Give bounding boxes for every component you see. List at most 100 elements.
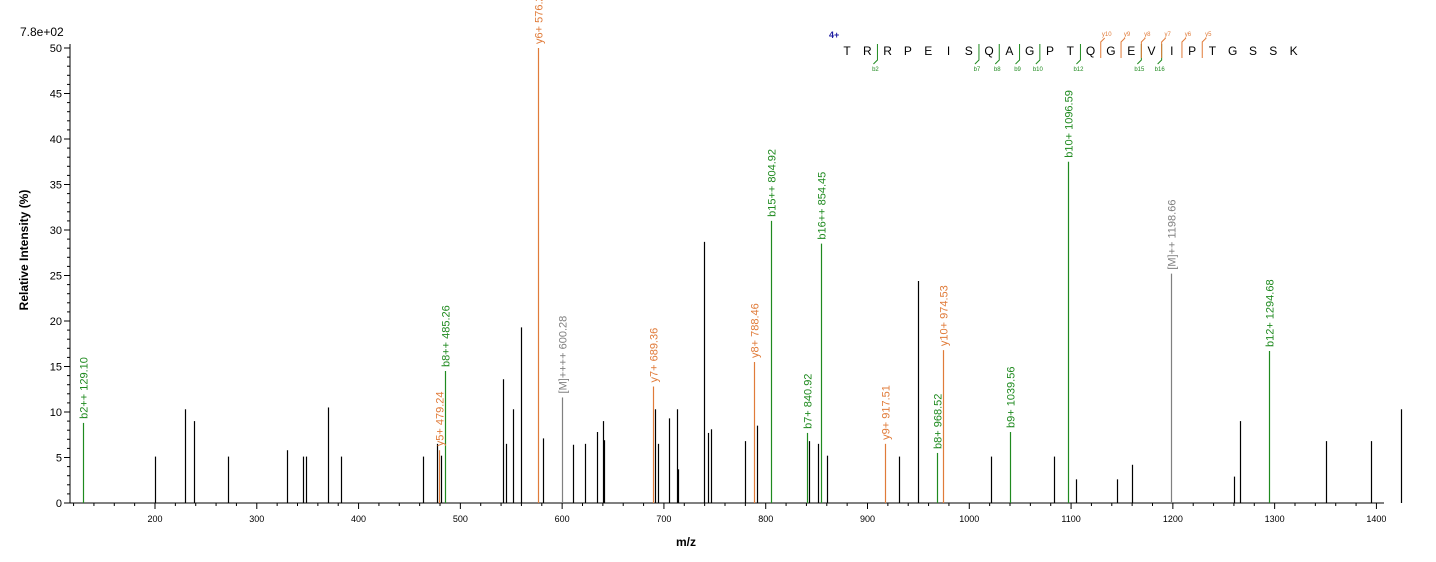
x-axis-label: m/z (676, 535, 696, 549)
y-peak-label: y5+ 479.24 (435, 391, 447, 446)
residue: K (1290, 44, 1298, 58)
M-peak-label: [M]++ 1198.66 (1167, 200, 1179, 270)
y-tick-label: 50 (50, 43, 62, 55)
b-ion-label: b9 (1014, 67, 1021, 73)
peaks (82, 48, 1403, 503)
y-ion-bracket (1140, 37, 1146, 58)
residue: E (924, 44, 932, 58)
residue: T (1067, 44, 1075, 58)
residue: P (1046, 44, 1054, 58)
y-ion-bracket (1120, 37, 1126, 58)
b-ion-label: b12 (1073, 67, 1084, 73)
residue: S (1269, 44, 1277, 58)
x-tick-label: 800 (758, 514, 773, 524)
b-peak-label: b12+ 1294.68 (1265, 279, 1277, 347)
y-ion-bracket (1161, 37, 1167, 58)
residue: R (863, 44, 872, 58)
residue: A (1005, 44, 1013, 58)
y-peak-label: y10+ 974.53 (939, 285, 951, 346)
x-tick-label: 600 (555, 514, 570, 524)
residue: G (1025, 44, 1034, 58)
b-ion-bracket (1157, 44, 1163, 65)
x-tick-label: 1200 (1163, 514, 1183, 524)
x-tick-label: 900 (860, 514, 875, 524)
b-ion-label: b15 (1134, 67, 1145, 73)
b-ion-label: b7 (974, 67, 981, 73)
b-ion-label: b16 (1155, 67, 1166, 73)
y-ion-label: y5 (1205, 32, 1212, 38)
M-peak-label: [M]++++ 600.28 (558, 316, 570, 394)
residue: Q (984, 44, 993, 58)
y-ion-label: y6 (1185, 32, 1192, 38)
x-tick-label: 1100 (1061, 514, 1080, 524)
y-peak-label: y6+ 576.29 (534, 0, 546, 44)
x-tick-label: 300 (249, 514, 264, 524)
y-tick-label: 30 (50, 225, 62, 237)
b-ion-label: b2 (872, 67, 879, 73)
y-ion-label: y10 (1102, 32, 1112, 38)
residue: P (1188, 44, 1196, 58)
y-tick-label: 0 (56, 498, 62, 510)
x-tick-label: 500 (453, 514, 468, 524)
y-tick-label: 15 (50, 362, 62, 374)
residue: S (1249, 44, 1257, 58)
y-tick-label: 40 (50, 134, 62, 146)
y-tick-label: 5 (56, 453, 62, 465)
charge-state: 4+ (829, 30, 839, 40)
x-tick-label: 400 (351, 514, 366, 524)
peak-labels: b2++ 129.10 b8++ 485.26 b15++ 804.92 b7+ 84… (79, 0, 1277, 449)
residue: I (947, 44, 950, 58)
y-axis-label: Relative Intensity (%) (17, 190, 31, 311)
b-peak-label: b7+ 840.92 (803, 374, 815, 429)
y-tick-label: 20 (50, 316, 62, 328)
y-tick-label: 25 (50, 271, 62, 283)
b-ion-label: b10 (1033, 67, 1044, 73)
residue: G (1228, 44, 1237, 58)
y-peak-label: y8+ 788.46 (750, 303, 762, 358)
b-peak-label: b15++ 804.92 (767, 149, 779, 217)
b-ion-bracket (873, 44, 878, 65)
residue: I (1170, 44, 1173, 58)
residue: T (843, 44, 851, 58)
x-tick-label: 1000 (959, 514, 979, 524)
y-ion-bracket (1201, 37, 1207, 58)
residue: G (1106, 44, 1115, 58)
y-tick-label: 10 (50, 407, 62, 419)
y-ion-label: y7 (1164, 32, 1171, 38)
b-ion-bracket (1015, 44, 1021, 65)
residue: T (1209, 44, 1217, 58)
y-peak-label: y7+ 689.36 (649, 328, 661, 383)
b-peak-label: b8++ 485.26 (441, 305, 453, 367)
x-tick-label: 1300 (1265, 514, 1285, 524)
b-peak-label: b8+ 968.52 (933, 394, 945, 449)
y-peak-label: y9+ 917.51 (881, 385, 893, 440)
residue: V (1147, 44, 1155, 58)
b-peak-label: b10+ 1096.59 (1064, 90, 1076, 158)
b-peak-label: b9+ 1039.56 (1006, 367, 1018, 428)
peptide-sequence: 4+T R R P E I S Q A G P T Q G E V I P T G S S Kb2 b7 b8 b9 b10 b12 b… (829, 30, 1298, 73)
residue: Q (1086, 44, 1095, 58)
x-tick-label: 700 (656, 514, 671, 524)
b-ion-bracket (1136, 44, 1142, 65)
intensity-scale-label: 7.8e+02 (20, 25, 64, 39)
b-ion-bracket (974, 44, 980, 65)
b-ion-bracket (1035, 44, 1041, 65)
b-ion-bracket (1076, 44, 1081, 65)
b-ion-bracket (994, 44, 1000, 65)
y-ion-label: y8 (1144, 32, 1151, 38)
y-ion-bracket (1181, 37, 1187, 58)
b-peak-label: b16++ 854.45 (817, 172, 829, 240)
y-tick-label: 35 (50, 180, 62, 192)
y-ion-label: y9 (1124, 32, 1131, 38)
residue: P (904, 44, 912, 58)
y-ion-bracket (1100, 37, 1106, 58)
x-tick-label: 200 (147, 514, 162, 524)
x-tick-label: 1400 (1366, 514, 1386, 524)
b-ion-label: b8 (994, 67, 1001, 73)
axes: 200 300 400 500 600 700 800 900 1000 1100 1200 1300… (50, 43, 1387, 524)
residue: E (1127, 44, 1135, 58)
residue: S (965, 44, 973, 58)
b-peak-label: b2++ 129.10 (79, 357, 91, 419)
y-tick-label: 45 (50, 89, 62, 101)
